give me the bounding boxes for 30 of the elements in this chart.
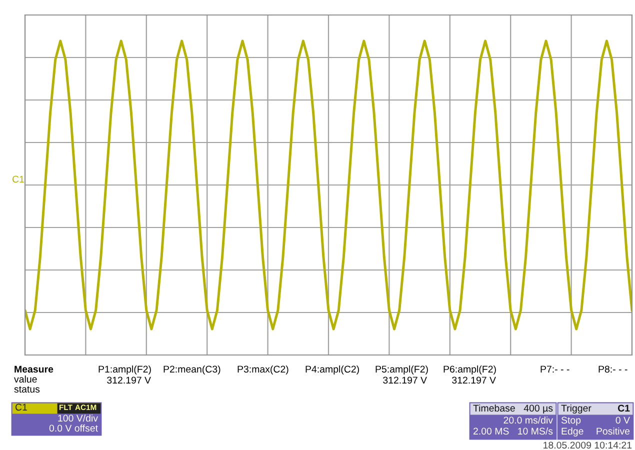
text: P8:- - -: [598, 366, 628, 373]
text: P4:ampl(C2): [306, 365, 359, 375]
text: Trigger: [561, 404, 592, 414]
text: 2.00 MS: [473, 428, 509, 435]
text: Positive: [596, 427, 630, 435]
text: 0 V: [616, 416, 630, 424]
text: P1:ampl(F2): [98, 365, 151, 375]
text: 312.197 V: [452, 376, 496, 384]
text: C1: [618, 404, 630, 412]
text: status: [14, 386, 40, 393]
text: 312.197 V: [107, 376, 151, 384]
text: 18.05.2009 10:14:21: [544, 442, 632, 449]
text: value: [14, 375, 37, 383]
text: Timebase: [473, 404, 515, 412]
text: C1: [15, 404, 27, 411]
text: P5:ampl(F2): [376, 365, 428, 375]
text: Stop: [561, 416, 581, 426]
text: P3:max(C2): [238, 365, 288, 375]
text: 400 µs: [524, 404, 553, 414]
text: P7:- - -: [540, 366, 570, 373]
text: 100 V/div: [58, 414, 98, 422]
text: P2:mean(C3): [164, 365, 220, 375]
text: 10 MS/s: [518, 427, 553, 435]
text: Edge: [562, 427, 584, 437]
text: C1: [12, 176, 24, 183]
text: 20.0 ms/div: [504, 416, 553, 424]
text: Measure: [14, 366, 54, 373]
text: P6:ampl(F2): [444, 365, 496, 375]
text: 312.197 V: [383, 376, 427, 384]
text: 0.0 V offset: [49, 424, 98, 432]
